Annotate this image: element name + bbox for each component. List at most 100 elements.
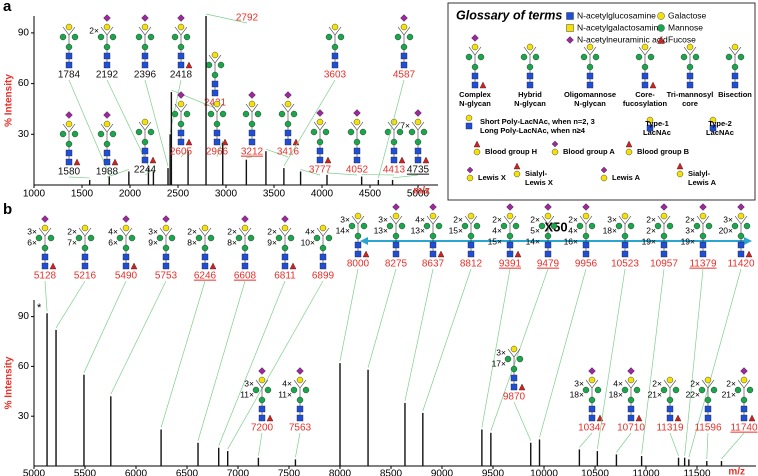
glossary-term: core [682, 99, 698, 108]
glycan-symbol [518, 383, 526, 391]
glycan-symbol [264, 386, 272, 394]
leader-line [326, 172, 358, 176]
peak-label: 4735 [407, 165, 430, 176]
glycan-symbol [97, 130, 105, 138]
peak-label: 8275 [385, 259, 408, 270]
glycan-symbol [353, 118, 361, 126]
glycan-link [638, 46, 646, 56]
glycan-symbol [211, 80, 219, 88]
repeat-label: 15× [449, 225, 463, 235]
glycan-symbol [641, 43, 649, 51]
glycan-link [180, 26, 188, 36]
y-tick-label: 90 [18, 311, 30, 322]
repeat-label: 2× [568, 214, 578, 224]
glycan-symbol [81, 253, 89, 261]
y-tick-label: 30 [18, 411, 30, 422]
peak-label: 6608 [234, 271, 257, 282]
glycan-link [403, 26, 411, 36]
glycan-symbol [103, 23, 111, 31]
symbol-name: N-acetylneuraminic acid [577, 34, 668, 44]
glycan-link [411, 121, 419, 131]
peak-label: 9956 [575, 259, 598, 270]
glycan-symbol [576, 222, 584, 230]
glycan-symbol [171, 33, 179, 41]
glycan-link [585, 379, 593, 389]
repeat-label: 4× [568, 225, 578, 235]
glycan-symbol [566, 24, 574, 32]
glycan-symbol [740, 376, 748, 384]
glossary-term: Core- [635, 90, 655, 99]
glycan-symbol [635, 414, 643, 422]
leader-line [258, 432, 263, 456]
glycan-symbol [473, 222, 481, 230]
glycan-symbol [526, 72, 534, 80]
glossary-term: N-glycan [574, 99, 606, 108]
repeat-label: 19× [642, 236, 656, 246]
glycan-symbol [360, 222, 368, 230]
repeat-label: 2× [89, 25, 99, 35]
glycan-symbol [390, 156, 398, 164]
peak-label: 8637 [422, 259, 445, 270]
peak-label: 11596 [694, 423, 722, 434]
peak-label: 11319 [656, 423, 684, 434]
glycan-symbol [319, 244, 327, 252]
glycan-link [174, 26, 182, 36]
glycan-symbol [660, 203, 668, 211]
glycan-symbol [649, 81, 657, 89]
glycan-symbol [35, 234, 43, 242]
glycan-symbol [141, 147, 149, 155]
peak-marker: * [37, 302, 42, 314]
glycan-symbol [506, 241, 514, 249]
glycan-symbol [676, 162, 684, 170]
glycan-symbol [646, 124, 654, 132]
glycan-link [579, 215, 587, 225]
glycan-link [393, 121, 401, 131]
leader-line [144, 169, 154, 176]
leader-line [160, 280, 206, 428]
glycan-symbol [471, 43, 479, 51]
glossary-term: N-glycan [514, 99, 546, 108]
glycan-link [319, 121, 327, 131]
peak-label: 5216 [74, 271, 97, 282]
glycan-symbol [41, 262, 49, 270]
glycan-link [287, 103, 295, 113]
leader-line [205, 13, 248, 24]
repeat-label: 2× [646, 214, 656, 224]
x-tick-label: 6000 [125, 469, 148, 476]
glycan-symbol [582, 386, 590, 394]
glycan-link [624, 379, 632, 389]
glycan-symbol [709, 124, 717, 132]
repeat-label: 2× [646, 225, 656, 235]
glycan-symbol [354, 250, 362, 258]
glycan-symbol [657, 24, 665, 32]
peak-label: 9870 [503, 392, 526, 403]
glycan-symbol [384, 128, 392, 136]
glycan-symbol [103, 43, 111, 51]
glycan-symbol [65, 52, 73, 60]
glycan-symbol [177, 61, 185, 69]
glycan-symbol [213, 129, 221, 137]
y-tick-label: 90 [18, 28, 30, 39]
repeat-label: 6× [108, 237, 118, 247]
glycan-symbol [526, 81, 534, 89]
glycan-symbol [748, 414, 756, 422]
glycan-symbol [331, 61, 339, 69]
peak-label: 10710 [617, 423, 645, 434]
repeat-label: 18× [609, 389, 623, 399]
glycan-symbol [699, 203, 707, 211]
glycan-symbol [103, 111, 111, 119]
x-tick-label: 5000 [407, 189, 430, 200]
glycan-link [299, 379, 307, 389]
glycan-symbol [266, 414, 274, 422]
repeat-label: 3× [340, 214, 350, 224]
glycan-symbol [660, 386, 668, 394]
glycan-symbol [582, 250, 590, 258]
glycan-symbol [177, 52, 185, 60]
glycan-link [696, 215, 704, 225]
glycan-symbol [406, 33, 414, 41]
glycan-symbol [473, 140, 481, 148]
glycan-symbol [248, 100, 256, 108]
repeat-label: 19× [681, 236, 695, 246]
glycan-symbol [582, 241, 590, 249]
x-tick-label: 11000 [632, 469, 660, 476]
